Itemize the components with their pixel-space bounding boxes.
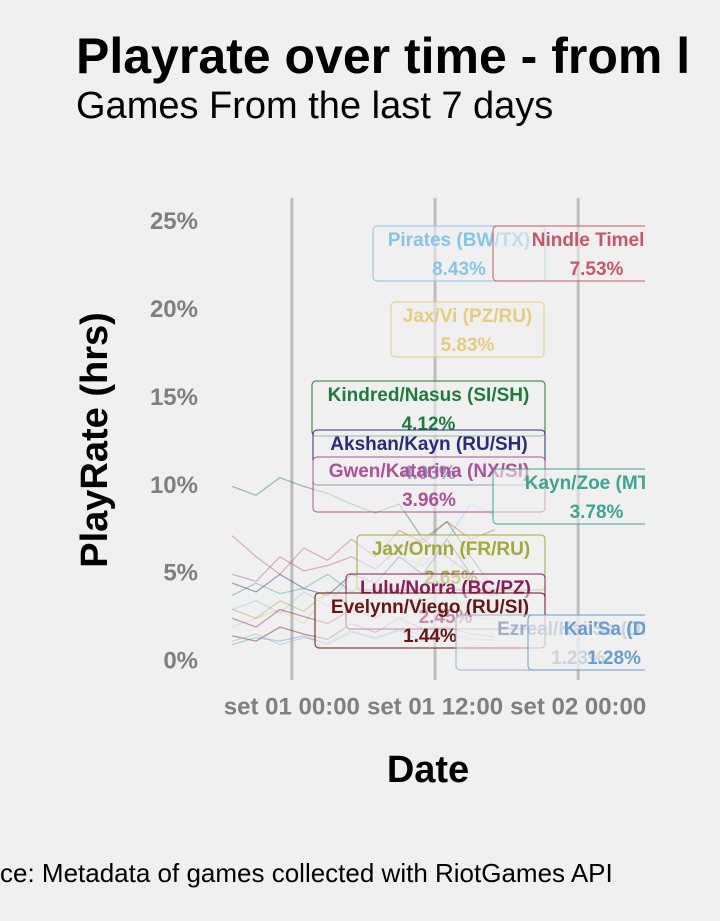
label-value: 5.83% (441, 335, 495, 356)
label-value: 8.43% (432, 259, 486, 280)
label-name: Jax/Vi (PZ/RU) (403, 306, 533, 327)
label-name: Akshan/Kayn (RU/SH) (330, 434, 527, 455)
label-box (492, 225, 645, 282)
x-tick-label: set 02 00:00 (510, 693, 646, 720)
label-value: 7.53% (570, 259, 624, 280)
y-axis-title: PlayRate (hrs) (74, 312, 116, 568)
chart-subtitle: Games From the last 7 days (76, 85, 553, 127)
label-name: Kai'Sa (DE/ (564, 619, 665, 640)
y-tick-label: 25% (150, 208, 198, 235)
label-value: 3.78% (570, 502, 624, 523)
y-tick-label: 10% (150, 472, 198, 499)
label-box (390, 301, 545, 358)
label-name: Kayn/Zoe (MT/H (525, 473, 669, 494)
chart-title: Playrate over time - from l (76, 28, 690, 84)
label-box (492, 468, 645, 525)
label-name: Jax/Ornn (FR/RU) (372, 539, 530, 560)
y-tick-label: 15% (150, 384, 198, 411)
label-value: 1.44% (403, 626, 457, 647)
label-name: Evelynn/Viego (RU/SI) (331, 597, 529, 618)
caption: ce: Metadata of games collected with Rio… (0, 858, 613, 888)
label-value: 1.28% (587, 648, 641, 669)
label-name: Nindle Timelin (532, 230, 662, 251)
label-name: Gwen/Katarina (NX/SI) (329, 461, 530, 482)
plot-panel: Pirates (BW/TX)8.43%Nindle Timelin7.53%J… (231, 198, 669, 680)
label-name: Kindred/Nasus (SI/SH) (328, 385, 530, 406)
x-tick-label: set 01 12:00 (367, 693, 503, 720)
x-axis-title: Date (387, 749, 469, 791)
label-value: 3.96% (402, 490, 456, 511)
y-tick-label: 20% (150, 296, 198, 323)
y-tick-label: 0% (163, 648, 198, 675)
x-tick-label: set 01 00:00 (224, 693, 360, 720)
label-box (527, 614, 645, 671)
y-tick-label: 5% (163, 560, 198, 587)
